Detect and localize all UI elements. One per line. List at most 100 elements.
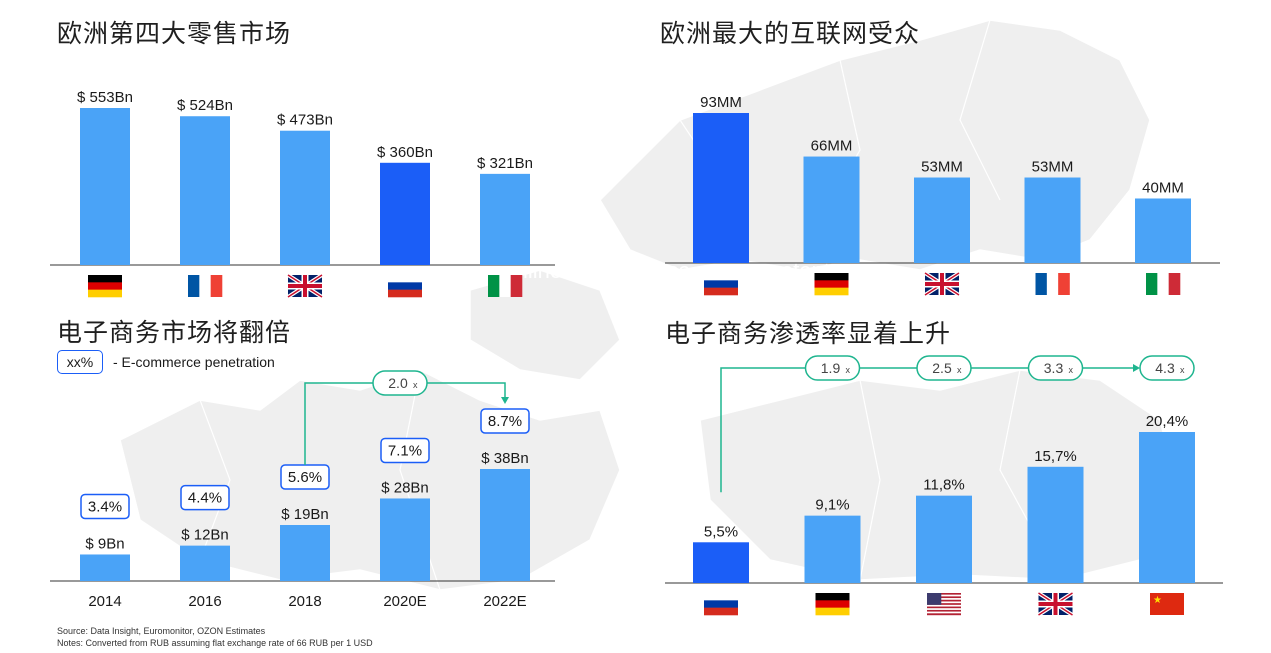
bar-russia	[693, 542, 749, 583]
data-label: 5,5%	[704, 523, 738, 540]
flag-stripe	[927, 598, 961, 600]
ecommerce-market-chart: $ 9Bn $ 12Bn $ 19Bn $ 28Bn $ 38Bn 3.4% 2014 4.4…	[50, 370, 555, 610]
growth-suffix: x	[1180, 365, 1185, 375]
penetration-value: 8.7%	[488, 413, 522, 430]
bar-germany	[804, 515, 861, 583]
flag-stripe	[704, 600, 738, 608]
growth-multiplier: 4.3	[1155, 360, 1175, 376]
data-label: $ 553Bn	[77, 89, 133, 106]
flag-stripe	[814, 287, 849, 296]
growth-suffix: x	[1069, 365, 1074, 375]
flag-stripe	[199, 275, 211, 297]
bar-germany	[80, 108, 130, 265]
flag-cross-red	[1038, 602, 1073, 606]
bar-united-kingdom	[914, 177, 970, 263]
flag-stripe	[1035, 273, 1048, 295]
flag-stripe	[499, 275, 511, 297]
data-label: 40MM	[1142, 179, 1184, 196]
growth-suffix: x	[413, 380, 418, 390]
bar-2020e	[380, 498, 430, 581]
multiplier-arrow-icon	[1133, 364, 1140, 372]
growth-multiplier: 2.5	[932, 360, 952, 376]
data-label: 11,8%	[923, 477, 964, 494]
penetration-box	[380, 437, 430, 464]
bar-germany	[803, 156, 860, 263]
notes-text: Notes: Converted from RUB assuming flat …	[57, 638, 373, 648]
bar-united-states	[916, 495, 972, 583]
data-label: $ 473Bn	[277, 112, 333, 129]
flag-cn-icon: ★	[1150, 593, 1184, 615]
growth-pill: 2.0 x	[372, 370, 428, 396]
flag-stripe	[88, 289, 122, 298]
flag-stripe	[488, 275, 500, 297]
data-label: 93MM	[700, 94, 742, 111]
flag-de-icon	[814, 273, 849, 296]
data-label: $ 360Bn	[377, 144, 433, 161]
flag-cross-red	[288, 284, 322, 288]
bar-france	[180, 116, 230, 265]
flag-stripe	[188, 275, 200, 297]
flag-gb-icon	[923, 271, 961, 297]
bar-2022e	[480, 469, 530, 581]
multiplier-connector	[720, 367, 1137, 493]
penetration-value: 5.6%	[288, 469, 322, 486]
bar-russia	[693, 113, 749, 263]
flag-star: ★	[1153, 595, 1162, 606]
flag-cross-red	[925, 282, 959, 286]
flag-stripe	[927, 611, 961, 614]
source-text: Source: Data Insight, Euromonitor, OZON …	[57, 626, 266, 636]
flag-stripe	[815, 607, 850, 616]
flag-fr-icon	[188, 275, 223, 297]
data-label: $ 524Bn	[177, 97, 233, 114]
multiplier-pill: 3.3 x	[1027, 355, 1084, 381]
flag-stripe	[814, 280, 849, 288]
x-tick-label: 2014	[88, 593, 121, 610]
data-label: $ 38Bn	[481, 450, 529, 467]
x-tick-label: 2020E	[383, 593, 426, 610]
flag-stripe	[88, 282, 122, 290]
flag-stripe	[927, 596, 961, 599]
x-tick-label: 2022E	[483, 593, 526, 610]
internet-audience-chart: 93MM 66MM 53MM 53MM 40MM	[665, 94, 1220, 297]
flag-ru-icon	[704, 593, 738, 616]
penetration-box	[480, 408, 530, 434]
legend-box: xx%	[57, 350, 103, 374]
data-label: 66MM	[811, 138, 853, 155]
bar-2018	[280, 525, 330, 581]
bar-russia	[380, 162, 430, 265]
bar-2016	[180, 545, 230, 581]
flag-stripe	[210, 275, 223, 297]
flag-stripe	[1168, 273, 1181, 295]
penetration-chart: 5,5% 9,1% 11,8% 15,7% 20,4% ★ 1.9 x 2.5 x 3.3 x 4.3 x	[665, 355, 1223, 617]
bar-italy	[480, 173, 530, 265]
bar-france	[1024, 177, 1081, 263]
flag-canton	[927, 593, 942, 605]
flag-stripe	[927, 608, 961, 611]
flag-stripe	[704, 273, 738, 281]
bar-united-kingdom	[1027, 466, 1084, 583]
bar-united-kingdom	[280, 130, 330, 265]
flag-stripe	[88, 275, 122, 283]
flag-stripe	[927, 599, 961, 602]
flag-stripe	[927, 604, 961, 607]
data-label: 53MM	[921, 159, 963, 176]
ecommerce-market-title: 电子商务市场将翻倍	[57, 318, 292, 347]
flag-stripe	[704, 287, 738, 296]
flag-ru-icon	[704, 273, 738, 296]
growth-pill-border	[916, 355, 972, 381]
data-label: 15,7%	[1034, 448, 1077, 465]
flag-stripe	[388, 275, 422, 283]
flag-stripe	[388, 282, 422, 290]
flag-it-icon	[488, 275, 523, 297]
flag-stripe	[704, 280, 738, 288]
flag-stripe	[927, 593, 961, 595]
flag-ru-icon	[388, 275, 422, 298]
footer-notes: Source: Data Insight, Euromonitor, OZON …	[57, 625, 373, 649]
x-tick-label: 2016	[188, 593, 221, 610]
growth-pill-border	[372, 370, 428, 396]
flag-stripe	[815, 593, 850, 601]
flag-stripe	[1146, 273, 1158, 295]
penetration-value: 4.4%	[188, 490, 222, 507]
bar-china	[1139, 432, 1195, 583]
multiplier-pill: 4.3 x	[1139, 355, 1195, 381]
